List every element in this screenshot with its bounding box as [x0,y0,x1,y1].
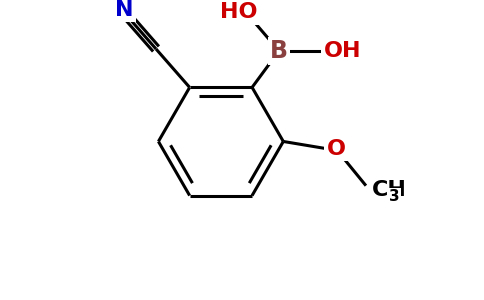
Text: B: B [270,39,288,63]
Text: O: O [327,139,346,159]
Text: 3: 3 [390,189,400,204]
Text: CH: CH [372,181,407,200]
Text: HO: HO [220,2,257,22]
Text: OH: OH [324,41,361,61]
Text: N: N [115,0,134,20]
